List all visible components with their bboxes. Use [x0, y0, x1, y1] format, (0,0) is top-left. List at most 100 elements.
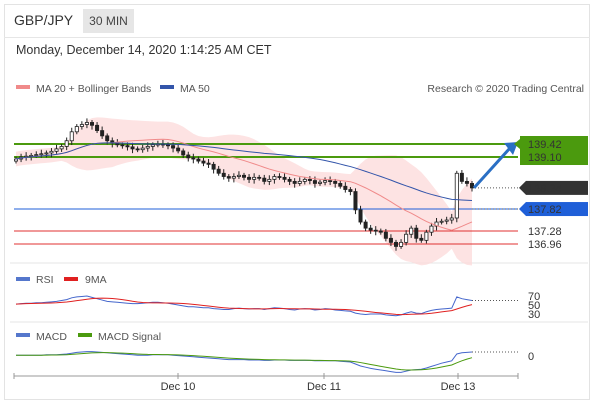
candle-body: [323, 180, 328, 183]
price-label-2: 138.34: [528, 183, 562, 195]
candle-body: [262, 177, 267, 182]
candle-body: [196, 158, 201, 162]
candle-body: [317, 181, 322, 184]
moving-averages: [15, 138, 518, 231]
chart-frame: [4, 4, 590, 400]
candle-body: [135, 148, 140, 151]
candle-body: [181, 150, 186, 156]
candle-body: [100, 130, 105, 137]
candle-body: [13, 158, 18, 162]
candle-body: [211, 163, 216, 170]
candle-body: [120, 144, 125, 147]
price-label-1: 139.10: [528, 152, 562, 164]
candle-body: [29, 154, 34, 157]
candle-body: [272, 176, 277, 180]
candle-body: [247, 176, 252, 180]
candle-body: [226, 176, 231, 179]
candle-body: [419, 237, 424, 241]
timeframe-badge[interactable]: 30 MIN: [83, 9, 134, 33]
price-label-pointer-2: [519, 180, 526, 195]
candle-body: [165, 144, 170, 147]
candle-body: [130, 146, 135, 150]
candle-body: [171, 145, 176, 149]
candle-body: [95, 124, 100, 131]
macd-legend-label: MACD: [36, 331, 67, 343]
macd-signal-legend-swatch: [78, 333, 92, 337]
price-label-box-2: [526, 180, 588, 195]
candle-body: [378, 230, 383, 233]
rsi-ma-legend-swatch: [64, 277, 78, 281]
candle-body: [399, 241, 404, 247]
projection-arrow-head: [504, 142, 518, 155]
price-label-4: 137.28: [528, 226, 562, 238]
candle-body: [444, 219, 449, 222]
candle-body: [302, 178, 307, 182]
candle-body: [287, 178, 292, 182]
candle-body: [54, 148, 59, 152]
time-tick-label-1: Dec 11: [307, 381, 341, 393]
price-label-box-3: [526, 202, 588, 217]
candle-body: [79, 124, 84, 127]
candle-body: [252, 176, 257, 180]
candle-body: [64, 140, 69, 147]
rsi-tick-30: 30: [528, 309, 540, 321]
candle-body: [201, 160, 206, 164]
candle-body: [338, 183, 343, 187]
candle-body: [191, 157, 196, 160]
candle-body: [59, 146, 64, 150]
macd-signal-legend-label: MACD Signal: [98, 331, 161, 343]
time-tick-label-0: Dec 10: [161, 381, 196, 393]
rsi-ma-legend-label: 9MA: [85, 274, 107, 286]
candle-body: [34, 154, 39, 156]
candle-body: [373, 229, 378, 232]
bollinger-fill: [16, 117, 472, 266]
candle-body: [49, 150, 54, 154]
candle-body: [221, 172, 226, 177]
ma20-legend-swatch: [16, 85, 30, 89]
candle-body: [363, 221, 368, 229]
candle-body: [84, 122, 89, 125]
time-ticks: Dec 10 Dec 11 Dec 13: [13, 373, 519, 393]
candle-body: [145, 146, 150, 149]
candle-body: [353, 191, 358, 211]
candle-body: [125, 145, 130, 148]
candle-body: [459, 172, 464, 182]
candle-body: [176, 147, 181, 152]
candle-body: [307, 178, 312, 181]
ma50-line: [15, 142, 473, 202]
candle-body: [297, 180, 302, 184]
candle-body: [231, 176, 236, 179]
candle-body: [282, 176, 287, 180]
candle-body: [388, 237, 393, 243]
price-label-5: 136.96: [528, 239, 562, 251]
candle-body: [348, 189, 353, 192]
candle-body: [454, 172, 459, 219]
candle-body: [292, 180, 297, 184]
candle-body: [105, 135, 110, 142]
candle-body: [383, 231, 388, 239]
macd-line: [16, 351, 473, 373]
candle-body: [429, 225, 434, 233]
resistance-label-box: [520, 136, 588, 166]
candle-body: [469, 183, 474, 189]
candles-group: [13, 118, 474, 251]
macd-legend-swatch: [16, 333, 30, 337]
candle-body: [257, 176, 262, 179]
candle-body: [236, 174, 241, 177]
projection-arrow-line: [472, 146, 512, 189]
candle-body: [241, 174, 246, 178]
rsi-tick-70: 70: [528, 291, 540, 303]
resistance-label-pointer: [514, 139, 520, 149]
candle-body: [150, 144, 155, 147]
header-divider: [4, 37, 590, 38]
candle-body: [74, 126, 79, 133]
rsi-legend-swatch: [16, 277, 30, 281]
candle-body: [439, 220, 444, 223]
candle-body: [44, 152, 49, 155]
candle-body: [328, 180, 333, 182]
price-levels: [14, 143, 518, 245]
macd-panel: 0: [16, 351, 534, 373]
candle-body: [333, 180, 338, 184]
